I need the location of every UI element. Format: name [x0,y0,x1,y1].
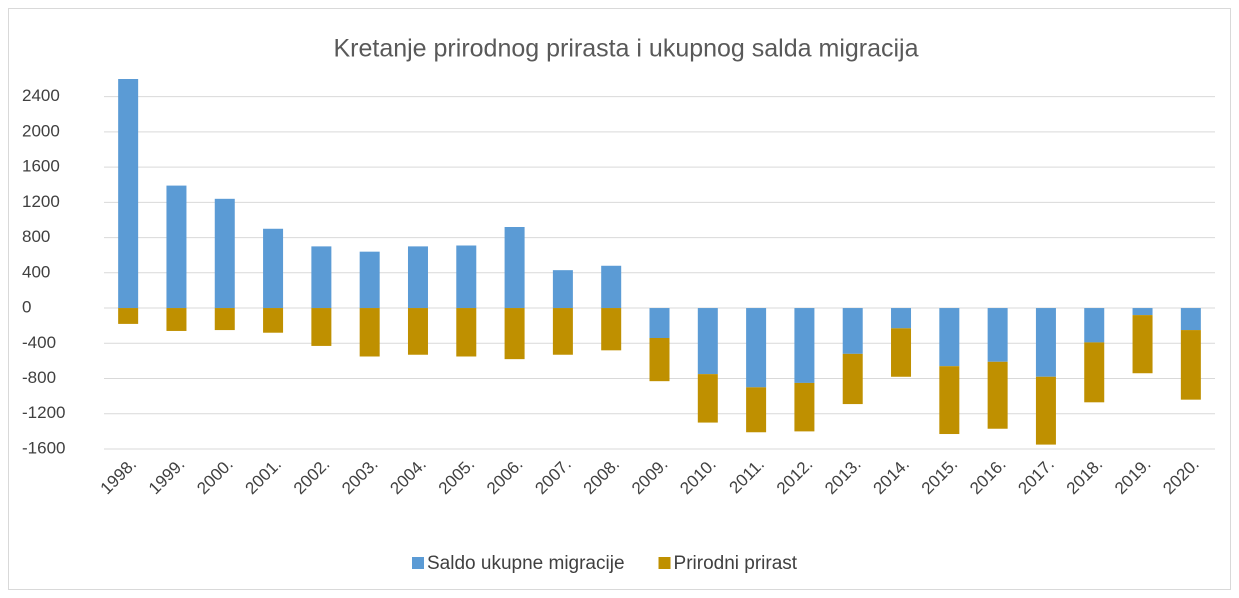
legend-label: Saldo ukupne migracije [427,553,625,574]
bar [214,308,235,331]
bar [311,246,332,309]
bar [794,308,815,383]
bar [359,308,380,357]
bar [697,374,718,423]
bar [456,308,477,357]
bar [263,228,284,309]
bar [552,270,573,309]
bar [504,308,525,360]
bar [891,328,912,377]
bar [746,387,767,433]
bar [1035,376,1056,445]
bar [1035,308,1056,377]
y-tick-label: -400 [22,333,56,352]
bar [649,308,670,338]
bar [1132,308,1153,316]
bar [456,245,477,309]
bar [842,308,863,354]
bar [987,361,1008,429]
bar [118,308,139,324]
bar [359,251,380,309]
legend-swatch [412,557,424,569]
y-tick-label: -1200 [22,403,65,422]
y-tick-label: -1600 [22,438,65,457]
bar [794,382,815,432]
bar [407,308,428,355]
y-tick-label: 2000 [22,121,60,140]
bar [1084,308,1105,343]
legend-swatch [658,557,671,569]
y-tick-label: 0 [22,298,31,317]
chart-title: Kretanje prirodnog prirasta i ukupnog sa… [333,35,918,63]
y-tick-label: -800 [22,368,56,387]
bar [939,308,960,367]
bar [1084,342,1105,403]
bar [214,198,235,309]
y-tick-label: 2400 [22,86,60,105]
bar [263,308,284,333]
y-tick-label: 400 [22,262,50,281]
bar [118,79,139,309]
bar [649,338,670,382]
bar [697,308,718,375]
bar [939,366,960,435]
bar [601,265,622,309]
bar [1132,315,1153,374]
bar [166,308,187,331]
bar [552,308,573,355]
bar [504,227,525,309]
bar [407,246,428,309]
y-tick-label: 1200 [22,192,60,211]
bar [1180,308,1201,331]
y-tick-label: 800 [22,227,50,246]
bar [1180,330,1201,400]
bar [601,308,622,351]
legend-label: Prirodni prirast [674,553,798,574]
bar [311,308,332,346]
bar [891,308,912,329]
bar [842,353,863,405]
bar [166,185,187,309]
bar [746,308,767,388]
bar [987,308,1008,362]
y-tick-label: 1600 [22,157,60,176]
